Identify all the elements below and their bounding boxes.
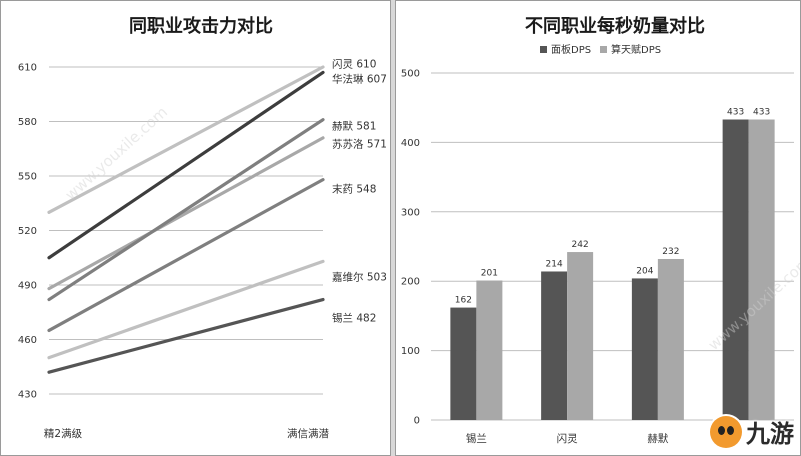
left-watermark-text: www.youxile.com [62, 103, 171, 204]
series-line [47, 259, 325, 360]
bar-value-label: 232 [662, 247, 679, 257]
series-line [47, 297, 325, 374]
x-tick-label: 满信满潜 [287, 427, 329, 440]
y-tick-label: 490 [18, 281, 37, 292]
bar-value-label: 204 [636, 266, 653, 276]
bar [567, 252, 594, 420]
brand-watermark: 九游 [710, 414, 794, 449]
x-tick-label: 精2满级 [44, 427, 83, 440]
bar [657, 258, 684, 420]
legend-swatch [600, 46, 607, 53]
y-tick-label: 550 [18, 172, 37, 183]
bar-value-label: 242 [572, 240, 589, 250]
series-end-label: 华法琳 607 [332, 73, 387, 86]
panel-divider [391, 0, 395, 456]
y-tick-label: 610 [18, 63, 37, 74]
y-tick-label: 100 [401, 346, 420, 357]
series-end-label: 末药 548 [332, 183, 376, 196]
bar [450, 307, 477, 420]
y-tick-label: 0 [414, 416, 420, 427]
bar-chart: 不同职业每秒奶量对比 面板DPS 算天赋DPS 0100200300400500 … [401, 15, 800, 445]
series-end-label: 苏苏洛 571 [332, 138, 387, 151]
y-tick-label: 460 [18, 335, 37, 346]
y-tick-label: 400 [401, 138, 420, 149]
bar-chart-title: 不同职业每秒奶量对比 [525, 15, 705, 37]
series-end-label: 锡兰 482 [332, 312, 376, 325]
line-chart-title: 同职业攻击力对比 [129, 15, 273, 37]
y-tick-label: 430 [18, 390, 37, 401]
bar [748, 119, 775, 421]
orange-mascot-icon [710, 415, 742, 448]
y-tick-label: 200 [401, 277, 420, 288]
series-line [47, 118, 325, 302]
legend-label: 面板DPS [551, 43, 591, 56]
series-line [47, 70, 325, 260]
bar [476, 280, 503, 420]
bar-value-label: 214 [546, 259, 563, 269]
bar [541, 271, 568, 420]
brand-watermark-text: 九游 [746, 420, 794, 448]
bar [722, 119, 749, 421]
series-line [47, 136, 325, 291]
bar-value-label: 433 [727, 107, 744, 117]
bar-value-label: 201 [481, 269, 498, 279]
legend-swatch [540, 46, 547, 53]
bar-value-label: 433 [753, 107, 770, 117]
bar [631, 278, 658, 420]
series-line [47, 178, 325, 333]
left-chart-panel: 同职业攻击力对比 430 460 490 520 550 580 610 精2满级 满信满潜 … [0, 0, 391, 456]
bar-value-label: 162 [455, 296, 472, 306]
series-end-label: 赫默 581 [332, 121, 376, 133]
y-tick-label: 500 [401, 69, 420, 80]
y-tick-label: 520 [18, 226, 37, 237]
x-tick-label: 闪灵 [557, 432, 578, 445]
legend-label: 算天赋DPS [611, 43, 661, 56]
y-tick-label: 300 [401, 207, 420, 218]
x-tick-label: 赫默 [647, 433, 668, 445]
x-tick-label: 锡兰 [466, 432, 487, 445]
series-line [47, 65, 325, 214]
y-tick-label: 580 [18, 117, 37, 128]
series-end-label: 嘉维尔 503 [332, 271, 387, 284]
series-end-label: 闪灵 610 [332, 58, 376, 71]
right-chart-panel: 不同职业每秒奶量对比 面板DPS 算天赋DPS 0 100 200 300 400 500 … [395, 0, 801, 456]
